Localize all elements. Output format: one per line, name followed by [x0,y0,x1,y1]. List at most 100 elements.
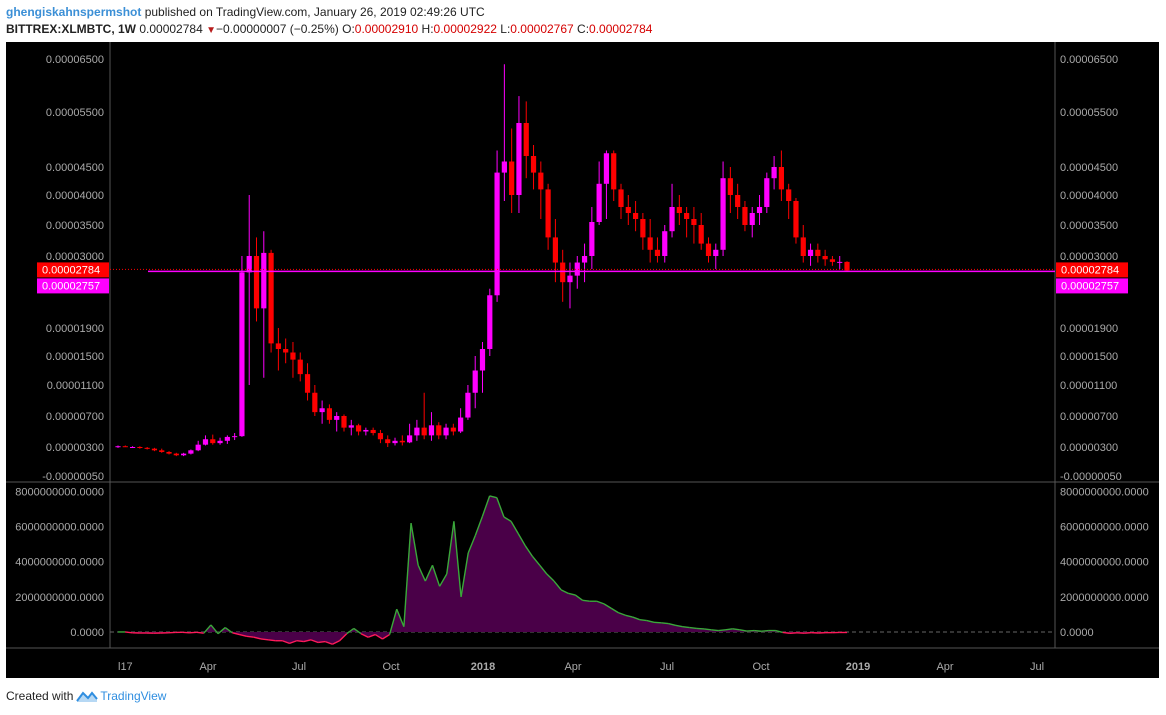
osc-tick-label-right: 4000000000.0000 [1060,557,1149,569]
last-price: 0.00002784 [139,22,203,36]
price-tick-label-right: 0.00001500 [1060,351,1118,363]
candle-body [261,252,267,309]
time-tick-label: 2019 [846,661,870,673]
osc-line-segment [568,592,576,596]
candle-body [640,219,646,238]
candle-body [326,408,333,420]
osc-tick-label-right: 2000000000.0000 [1060,592,1149,604]
candle-body [800,237,806,256]
osc-line-segment [661,622,669,625]
price-change: −0.00000007 (−0.25%) [216,22,339,36]
osc-line-segment [789,632,798,635]
osc-line-segment [360,633,369,638]
candle-body [144,447,150,449]
candle-body [771,167,777,179]
price-tick-label-left: 0.00001900 [46,323,104,335]
osc-line-segment [732,628,740,631]
author-link[interactable]: ghengiskahnspermshot [6,5,142,19]
osc-tick-label-left: 0.0000 [70,627,104,639]
price-tick-label-left: 0.00003500 [46,220,104,232]
time-tick-label: l17 [118,661,133,673]
osc-line-segment [189,631,197,634]
candle-body [684,213,690,219]
price-label-right-box [1056,278,1128,294]
osc-line-segment [388,608,398,635]
osc-line-segment [481,495,491,517]
osc-line-segment [182,631,190,634]
candle-body [297,359,303,375]
osc-line-segment [574,594,583,601]
price-tick-label-left: 0.00006500 [46,54,104,66]
candle-body [232,436,238,438]
candle-body [487,295,493,349]
price-tick-label-right: 0.00001100 [1060,380,1117,392]
ohlc-line: BITTREX:XLMBTC, 1W 0.00002784 ▼−0.000000… [6,21,652,39]
candle-body [341,416,347,428]
low-value: 0.00002767 [510,22,574,36]
candle-body [567,275,573,283]
candle-body [115,446,121,448]
chart-canvas[interactable]: 0.00006500 0.00006500 0.00005500 0.00005500… [6,42,1159,678]
price-tick-label-left: 0.00004500 [46,162,104,174]
candle-body [151,448,158,451]
price-tick-label-left: 0.00000700 [46,411,104,423]
osc-line-segment [531,556,541,566]
candle-body [764,178,770,207]
osc-line-segment [668,622,676,626]
candle-body [516,123,522,195]
osc-line-segment [431,565,441,587]
candle-body [581,256,588,263]
candle-body [458,417,464,432]
price-tick-label-right: 0.00000700 [1060,411,1118,423]
candle-body [428,425,435,436]
candle-body [654,249,661,256]
candle-body [472,370,478,393]
osc-tick-label-right: 8000000000.0000 [1060,487,1149,499]
price-tick-label-left: 0.00004000 [46,190,104,202]
candle-body [304,374,311,393]
candle-body [530,156,537,173]
candle-body [793,201,799,238]
candle-body [181,453,187,456]
osc-line-segment [325,640,333,645]
candle-body [786,189,792,201]
created-with-text: Created with [6,689,74,703]
osc-tick-label-right: 6000000000.0000 [1060,522,1149,534]
osc-line-segment [382,633,390,640]
high-label: H: [421,22,434,36]
osc-line-segment [232,632,240,636]
price-tick-label-left: -0.00000050 [42,471,104,483]
candle-body [807,249,814,256]
price-tick-label-left: 0.00001500 [46,351,104,363]
candle-body [822,256,828,260]
candle-body [224,436,230,441]
tradingview-link[interactable]: TradingView [100,689,167,703]
candle-body [283,349,289,353]
osc-line-segment [804,631,812,634]
price-label-left-box [37,278,109,294]
candle-body [742,207,748,225]
time-tick-label: Oct [752,661,769,673]
candle-body [749,213,755,225]
candle-body [735,195,741,207]
osc-line-segment [517,533,526,547]
candle-body [377,433,384,440]
price-tick-label-right: 0.00000300 [1060,442,1118,454]
chart-frame[interactable]: 0.00006500 0.00006500 0.00005500 0.00005500… [6,42,1159,678]
candle-body [239,272,245,437]
osc-line-segment [439,573,448,587]
osc-line-segment [632,616,640,621]
candle-body [691,219,697,225]
osc-line-segment [318,640,326,644]
candle-body [596,183,602,222]
price-tick-label-right: 0.00004500 [1060,162,1118,174]
osc-line-segment [711,629,719,632]
price-label-right: 0.00002784 [1061,264,1119,276]
candle-body [159,450,165,452]
candle-body [560,262,566,283]
candle-body [603,153,610,184]
osc-line-segment [268,639,276,642]
candle-body [122,446,128,448]
candle-body [195,444,201,451]
candle-body [385,439,391,444]
